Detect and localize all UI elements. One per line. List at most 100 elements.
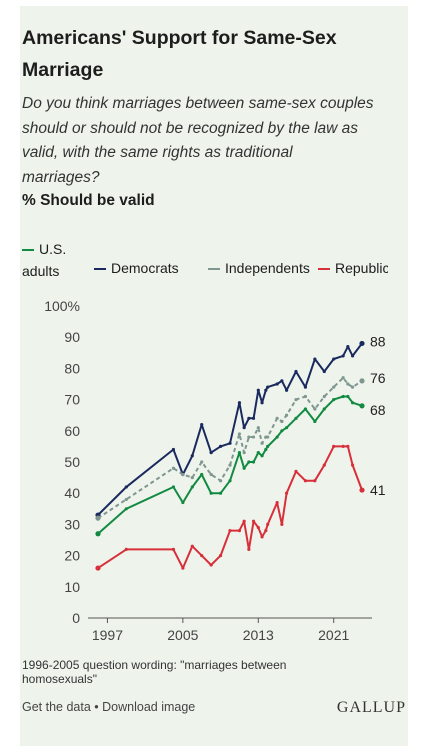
data-point bbox=[247, 460, 251, 464]
download-image-link[interactable]: Download image bbox=[102, 700, 196, 714]
data-point bbox=[200, 472, 204, 477]
legend-swatch bbox=[94, 268, 106, 271]
data-point bbox=[332, 444, 336, 448]
data-point bbox=[256, 525, 260, 530]
data-point bbox=[294, 369, 298, 374]
data-point bbox=[275, 382, 279, 386]
y-tick-label: 100% bbox=[44, 298, 80, 314]
data-point bbox=[95, 515, 101, 521]
data-point bbox=[341, 376, 345, 380]
data-point bbox=[237, 451, 242, 455]
data-point bbox=[200, 422, 204, 427]
data-point bbox=[237, 401, 242, 405]
data-point bbox=[247, 547, 251, 551]
data-point bbox=[124, 507, 128, 511]
data-point bbox=[322, 407, 326, 411]
get-data-link[interactable]: Get the data bbox=[22, 700, 91, 714]
legend-label: Republicans bbox=[335, 260, 388, 276]
data-point bbox=[266, 444, 270, 448]
line-chart: 0 10 20 30 40 50 60 70 80 90 100% 1997 2005 2013 2021 6… bbox=[44, 298, 386, 643]
data-point bbox=[251, 435, 256, 439]
data-point bbox=[275, 435, 279, 439]
data-point bbox=[266, 385, 270, 389]
data-point bbox=[251, 460, 256, 464]
data-point bbox=[284, 491, 289, 495]
data-point bbox=[181, 500, 185, 505]
data-point bbox=[280, 429, 284, 433]
y-tick-label: 80 bbox=[64, 360, 80, 376]
y-tick-label: 40 bbox=[64, 485, 80, 501]
data-point bbox=[95, 565, 101, 571]
data-point bbox=[346, 394, 350, 399]
legend-item-republicans: Republicans bbox=[318, 260, 388, 276]
data-point bbox=[124, 547, 128, 551]
legend-label: Democrats bbox=[111, 260, 179, 276]
data-point bbox=[313, 419, 317, 424]
x-tick-label: 1997 bbox=[92, 627, 123, 643]
data-point bbox=[190, 485, 194, 489]
data-point bbox=[242, 426, 246, 430]
data-point bbox=[303, 385, 308, 389]
data-point bbox=[280, 419, 284, 424]
data-point bbox=[350, 401, 355, 405]
legend-item-democrats: Democrats bbox=[94, 260, 179, 276]
series-line-democrats bbox=[97, 342, 363, 516]
data-point bbox=[200, 460, 204, 464]
data-point bbox=[359, 378, 365, 384]
data-point bbox=[266, 435, 270, 439]
gallup-logo: GALLUP bbox=[336, 699, 406, 716]
data-point bbox=[341, 394, 345, 399]
y-tick-label: 70 bbox=[64, 392, 80, 408]
end-value-label: 76 bbox=[370, 370, 386, 386]
y-tick-label: 60 bbox=[64, 423, 80, 439]
data-point bbox=[260, 401, 264, 405]
data-point bbox=[284, 426, 289, 430]
data-point bbox=[171, 485, 176, 489]
data-point bbox=[359, 403, 365, 409]
data-point bbox=[171, 466, 176, 470]
data-point bbox=[350, 385, 355, 389]
data-point bbox=[209, 472, 213, 477]
data-point bbox=[266, 522, 270, 527]
data-point bbox=[228, 463, 232, 467]
x-tick-label: 2013 bbox=[243, 627, 274, 643]
data-point bbox=[332, 385, 336, 389]
legend-item-us-adults: U.S. adults bbox=[22, 238, 70, 282]
measure-label: % Should be valid bbox=[22, 192, 155, 209]
data-point bbox=[346, 382, 350, 386]
data-point bbox=[260, 454, 264, 458]
data-point bbox=[294, 469, 298, 473]
data-point bbox=[346, 344, 350, 349]
y-tick-label: 90 bbox=[64, 329, 80, 345]
data-point bbox=[181, 472, 185, 477]
data-point bbox=[313, 357, 317, 361]
footnote: 1996-2005 question wording: "marriages b… bbox=[22, 658, 287, 686]
data-point bbox=[303, 479, 308, 483]
data-point bbox=[350, 354, 355, 358]
end-value-label: 68 bbox=[370, 402, 386, 418]
data-point bbox=[218, 554, 223, 558]
data-point bbox=[124, 497, 128, 502]
data-point bbox=[171, 447, 176, 452]
data-point bbox=[251, 416, 256, 420]
data-point bbox=[256, 388, 260, 392]
end-value-label: 41 bbox=[370, 482, 386, 498]
data-point bbox=[190, 454, 194, 458]
data-point bbox=[218, 444, 223, 448]
data-point bbox=[242, 466, 246, 470]
data-point bbox=[280, 522, 284, 527]
data-point bbox=[256, 426, 260, 430]
data-point bbox=[256, 451, 260, 455]
legend-swatch bbox=[318, 268, 330, 271]
data-point bbox=[260, 441, 264, 445]
data-point bbox=[228, 441, 232, 445]
data-point bbox=[346, 444, 350, 448]
y-tick-label: 10 bbox=[64, 579, 80, 595]
chart-legend: U.S. adults Democrats Independents Republic… bbox=[22, 238, 388, 282]
data-point bbox=[237, 529, 242, 533]
data-point bbox=[313, 407, 317, 411]
data-point bbox=[322, 394, 326, 399]
data-point bbox=[284, 413, 289, 417]
y-tick-label: 30 bbox=[64, 516, 80, 532]
data-point bbox=[341, 444, 345, 448]
